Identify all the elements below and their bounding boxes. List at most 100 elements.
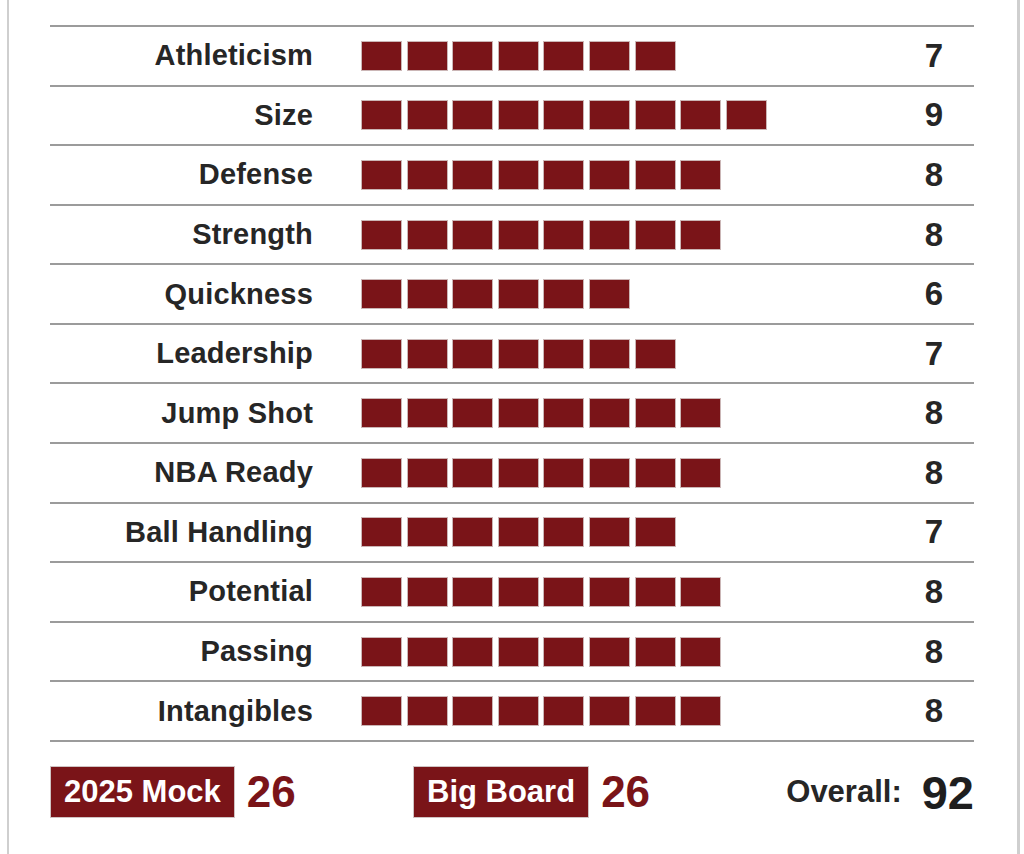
rating-blocks [361,100,894,130]
rating-block [498,458,539,488]
rating-block [452,160,493,190]
rating-block [407,458,448,488]
rating-block [589,637,630,667]
table-row: Jump Shot 8 [50,382,974,442]
rating-block [589,398,630,428]
page-left-border [7,0,9,854]
table-row: Quickness 6 [50,263,974,323]
rating-label: Ball Handling [50,516,313,549]
rating-block [543,398,584,428]
rating-block [589,696,630,726]
rating-block [498,279,539,309]
rating-block [635,41,676,71]
rating-block [407,696,448,726]
table-row: Leadership 7 [50,323,974,383]
rating-score: 7 [894,335,974,373]
rating-block [498,339,539,369]
table-row: Defense 8 [50,144,974,204]
table-row: Strength 8 [50,204,974,264]
rating-label: Defense [50,158,313,191]
rating-score: 6 [894,275,974,313]
rating-block [543,696,584,726]
rating-block [407,517,448,547]
rating-block [589,577,630,607]
rating-block [635,339,676,369]
table-row: Athleticism 7 [50,25,974,85]
rating-score: 8 [894,633,974,671]
rating-block [361,41,402,71]
rating-block [498,220,539,250]
overall-label: Overall: [786,774,901,810]
rating-block [407,41,448,71]
rating-block [543,160,584,190]
rating-block [589,279,630,309]
table-row: Intangibles 8 [50,680,974,740]
overall-value: 92 [922,765,974,820]
rating-block [543,637,584,667]
rating-block [680,100,721,130]
ratings-table: Athleticism 7 Size 9 Defense 8 Strength … [50,25,974,742]
rating-label: Potential [50,575,313,608]
summary-footer: 2025 Mock 26 Big Board 26 Overall: 92 [50,764,974,820]
rating-score: 7 [894,513,974,551]
rating-label: Intangibles [50,695,313,728]
rating-block [452,696,493,726]
mock-value: 26 [247,767,296,817]
rating-blocks [361,458,894,488]
rating-block [361,160,402,190]
rating-block [680,577,721,607]
rating-block [407,100,448,130]
rating-blocks [361,637,894,667]
rating-block [407,637,448,667]
table-row: NBA Ready 8 [50,442,974,502]
rating-block [361,100,402,130]
rating-block [407,398,448,428]
rating-block [361,339,402,369]
rating-blocks [361,398,894,428]
rating-label: NBA Ready [50,456,313,489]
rating-blocks [361,220,894,250]
rating-block [635,637,676,667]
rating-block [589,220,630,250]
rating-blocks [361,41,894,71]
rating-block [452,220,493,250]
rating-block [498,637,539,667]
rating-block [498,696,539,726]
rating-label: Passing [50,635,313,668]
rating-score: 8 [894,573,974,611]
rating-block [452,339,493,369]
rating-block [498,160,539,190]
rating-block [543,279,584,309]
page-right-border [1017,0,1020,854]
table-row: Potential 8 [50,561,974,621]
rating-block [407,160,448,190]
rating-label: Jump Shot [50,397,313,430]
rating-score: 8 [894,394,974,432]
rating-block [498,577,539,607]
rating-block [635,100,676,130]
rating-block [452,398,493,428]
rating-block [589,458,630,488]
rating-block [635,458,676,488]
table-row: Size 9 [50,85,974,145]
rating-block [452,637,493,667]
rating-block [543,220,584,250]
rating-blocks [361,160,894,190]
rating-block [680,398,721,428]
rating-block [498,100,539,130]
rating-block [498,41,539,71]
rating-block [452,458,493,488]
rating-score: 8 [894,216,974,254]
rating-block [543,339,584,369]
rating-blocks [361,339,894,369]
rating-blocks [361,517,894,547]
rating-label: Size [50,99,313,132]
big-board-group: Big Board 26 [413,764,650,820]
rating-block [361,637,402,667]
rating-block [635,160,676,190]
rating-block [452,577,493,607]
rating-block [635,577,676,607]
rating-score: 8 [894,692,974,730]
rating-block [680,220,721,250]
big-board-value: 26 [601,767,650,817]
